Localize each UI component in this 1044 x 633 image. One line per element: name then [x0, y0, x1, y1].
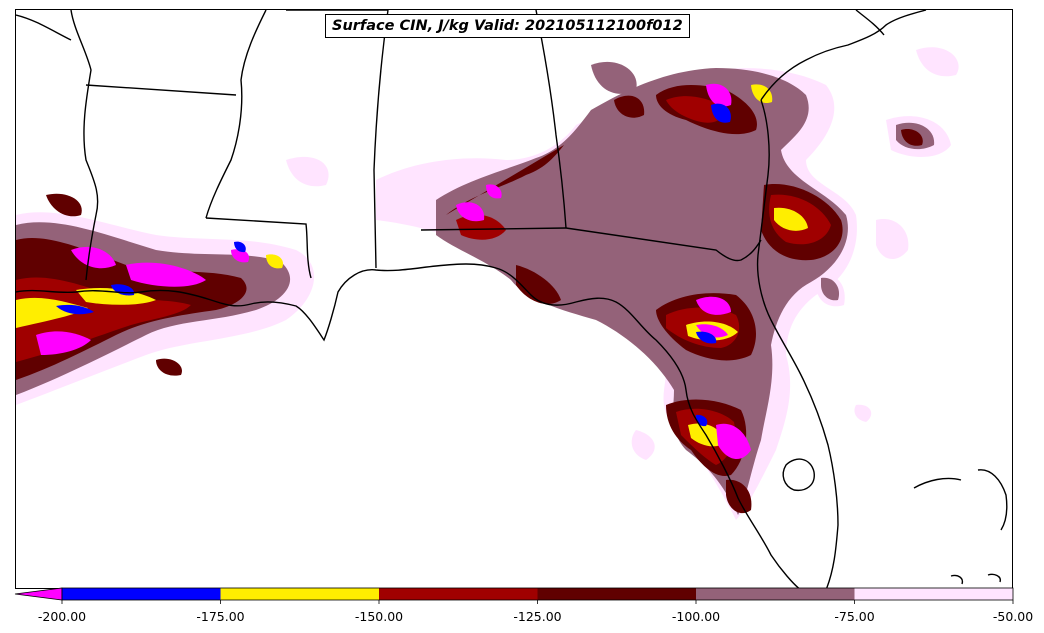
colorbar-ticks — [61, 600, 1014, 604]
cin-map — [16, 10, 1008, 588]
colorbar-tick-label: -100.00 — [671, 609, 721, 624]
colorbar-segment — [854, 588, 1013, 600]
colorbar-segments — [14, 587, 1014, 601]
colorbar-tick-label: -150.00 — [354, 609, 404, 624]
colorbar-tick-label: -75.00 — [834, 609, 875, 624]
colorbar-segment — [379, 588, 538, 600]
colorbar-tick-label: -50.00 — [992, 609, 1034, 624]
colorbar — [14, 587, 1014, 604]
map-panel — [15, 9, 1013, 589]
cin-shading — [16, 47, 959, 520]
map-title: Surface CIN, J/kg Valid: 202105112100f01… — [325, 14, 690, 38]
colorbar-segment — [696, 588, 855, 600]
colorbar-segment — [537, 588, 696, 600]
colorbar-tick-label: -175.00 — [196, 609, 245, 624]
colorbar-tick-label: -125.00 — [513, 609, 562, 624]
coastlines-and-borders — [16, 10, 1008, 588]
colorbar-segment — [220, 588, 379, 600]
colorbar-tick-label: -200.00 — [37, 609, 87, 624]
colorbar-segment — [62, 588, 221, 600]
colorbar-extend-triangle — [14, 587, 63, 601]
